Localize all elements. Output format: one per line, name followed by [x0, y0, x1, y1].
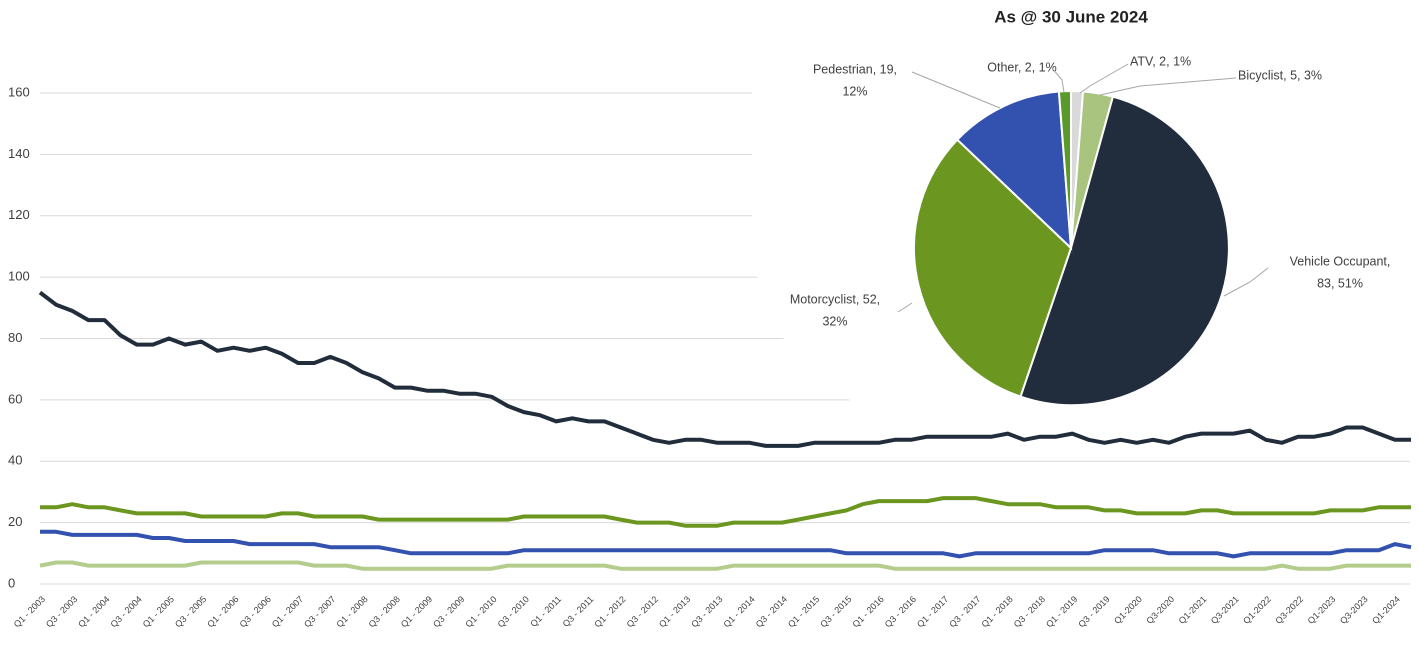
x-tick-label: Q1 - 2014 — [721, 594, 756, 629]
x-tick-label: Q1-2024 — [1370, 594, 1402, 626]
x-tick-label: Q1 - 2016 — [850, 594, 885, 629]
x-tick-label: Q1 - 2004 — [76, 594, 111, 629]
x-tick-label: Q1 - 2005 — [141, 594, 176, 629]
slice-label: Motorcyclist, 52, — [790, 292, 880, 306]
y-tick-label: 140 — [8, 146, 30, 161]
slice-label: ATV, 2, 1% — [1130, 54, 1191, 68]
x-tick-label: Q3-2021 — [1209, 594, 1241, 626]
x-tick-label: Q3 - 2009 — [431, 594, 466, 629]
slice-label: Vehicle Occupant, — [1290, 254, 1391, 268]
y-tick-label: 20 — [8, 514, 22, 529]
x-tick-label: Q1 - 2009 — [399, 594, 434, 629]
leader-line — [1099, 77, 1237, 96]
x-tick-label: Q3 - 2007 — [302, 594, 337, 629]
x-tick-label: Q1 - 2011 — [528, 594, 563, 629]
x-tick-label: Q3 - 2014 — [754, 594, 789, 629]
leader-line — [1223, 267, 1269, 297]
slice-label: 83, 51% — [1317, 276, 1363, 290]
y-tick-label: 60 — [8, 391, 22, 406]
pie-title: As @ 30 June 2024 — [994, 7, 1148, 26]
y-tick-label: 120 — [8, 207, 30, 222]
x-tick-label: Q3-2020 — [1144, 594, 1176, 626]
x-tick-label: Q3 - 2004 — [108, 594, 143, 629]
pie-chart: ATV, 2, 1% Bicyclist, 5, 3% Vehicle Occupa… — [790, 54, 1391, 407]
x-tick-label: Q3 - 2013 — [689, 594, 724, 629]
slice-label: Bicyclist, 5, 3% — [1238, 68, 1322, 82]
x-tick-label: Q3-2022 — [1273, 594, 1305, 626]
x-tick-label: Q3 - 2015 — [818, 594, 853, 629]
x-tick-label: Q3 - 2012 — [625, 594, 660, 629]
x-tick-label: Q1 - 2003 — [12, 594, 47, 629]
leader-lines — [897, 63, 1269, 313]
pie-slice — [1019, 95, 1230, 407]
x-tick-label: Q1 - 2015 — [786, 594, 821, 629]
leader-line — [897, 302, 913, 313]
slice-label: Pedestrian, 19, — [813, 62, 897, 76]
x-tick-label: Q3 - 2006 — [238, 594, 273, 629]
x-tick-label: Q1-2023 — [1306, 594, 1338, 626]
x-tick-label: Q1-2022 — [1241, 594, 1273, 626]
slice-label: 32% — [822, 314, 847, 328]
x-tick-label: Q3 - 2003 — [44, 594, 79, 629]
y-tick-label: 160 — [8, 84, 30, 99]
pie-slice — [955, 90, 1073, 251]
x-tick-label: Q1 - 2006 — [205, 594, 240, 629]
y-tick-label: 40 — [8, 453, 22, 468]
x-tick-label: Q3-2023 — [1338, 594, 1370, 626]
x-tick-label: Q1-2021 — [1177, 594, 1209, 626]
leader-line — [1051, 67, 1065, 93]
slice-label: 12% — [842, 84, 867, 98]
x-tick-label: Q3 - 2005 — [173, 594, 208, 629]
x-tick-label: Q1-2020 — [1112, 594, 1144, 626]
x-tick-label: Q3 - 2008 — [367, 594, 402, 629]
x-tick-label: Q3 - 2010 — [496, 594, 531, 629]
series-line — [40, 496, 1411, 528]
series-line — [39, 560, 1411, 571]
pie-slice — [913, 138, 1073, 398]
x-tick-label: Q1 - 2010 — [463, 594, 498, 629]
x-tick-label: Q1 - 2012 — [592, 594, 627, 629]
x-tick-label: Q3 - 2011 — [561, 594, 596, 629]
series-line — [40, 529, 1412, 559]
y-tick-label: 80 — [8, 330, 22, 345]
x-tick-label: Q3 - 2019 — [1076, 594, 1111, 629]
x-tick-label: Q1 - 2017 — [915, 594, 950, 629]
x-tick-label: Q1 - 2007 — [270, 594, 305, 629]
x-tick-label: Q1 - 2013 — [657, 594, 692, 629]
y-tick-label: 0 — [8, 575, 15, 590]
series-line — [38, 290, 1411, 448]
x-tick-label: Q3 - 2018 — [1012, 594, 1047, 629]
leader-line — [1079, 63, 1129, 94]
y-tick-label: 100 — [8, 269, 30, 284]
x-tick-label: Q3 - 2017 — [947, 594, 982, 629]
x-tick-label: Q3 - 2016 — [883, 594, 918, 629]
x-tick-label: Q1 - 2018 — [980, 594, 1015, 629]
x-tick-label: Q1 - 2019 — [1044, 594, 1079, 629]
pie-slice — [1057, 89, 1072, 249]
leader-line — [911, 71, 1001, 109]
x-tick-label: Q1 - 2008 — [334, 594, 369, 629]
slice-label: Other, 2, 1% — [987, 60, 1056, 74]
